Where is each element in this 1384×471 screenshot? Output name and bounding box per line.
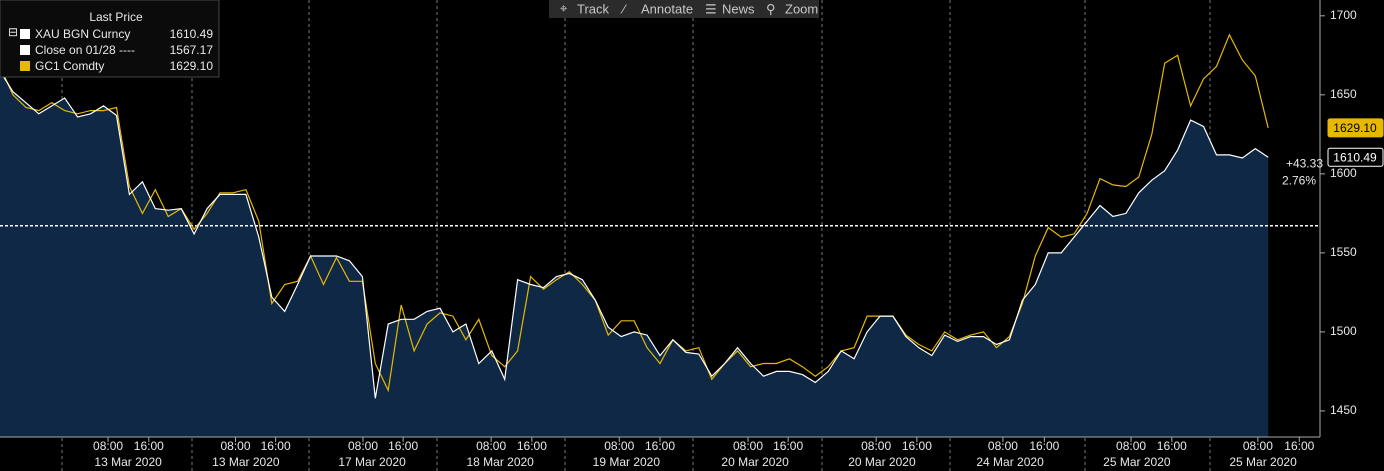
x-tick-label: 08:00 [988,439,1018,453]
toolbar: ⌖ Track ∕ Annotate ☰ News ⚲ Zoom [549,0,819,18]
x-tick-label: 08:00 [476,439,506,453]
legend: Last Price ⊟ XAU BGN Curncy 1610.49 Clos… [0,0,220,78]
x-tick-label: 16:00 [517,439,547,453]
line [0,33,1269,393]
x-tick-label: 16:00 [388,439,418,453]
change-label: +43.33 [1286,156,1323,170]
legend-label: GC1 Comdty [35,59,104,73]
legend-toggle[interactable]: ⊟ [8,25,18,39]
x-tick-label: 08:00 [93,439,123,453]
date-label: 25 Mar 2020 [1103,455,1171,469]
legend-label: Close on 01/28 ---- [35,43,135,57]
plot-area [0,33,1320,437]
date-label: 19 Mar 2020 [593,455,661,469]
x-tick-label: 08:00 [221,439,251,453]
x-tick-label: 08:00 [604,439,634,453]
zoom-icon: ⚲ [766,1,776,16]
toolbar-button[interactable]: News [722,1,755,16]
y-tick-label: 1500 [1330,324,1357,338]
y-tick-label: 1450 [1330,403,1357,417]
date-label: 13 Mar 2020 [212,455,280,469]
price-tag-label: 1629.10 [1333,121,1377,135]
date-label: 18 Mar 2020 [466,455,534,469]
toolbar-bg [549,0,819,18]
x-tick-label: 16:00 [1029,439,1059,453]
legend-value: 1629.10 [170,59,214,73]
x-tick-label: 08:00 [733,439,763,453]
annotate-icon: ∕ [620,1,627,16]
toolbar-button[interactable]: Track [577,1,610,16]
news-icon: ☰ [705,1,717,16]
y-tick-label: 1550 [1330,245,1357,259]
date-label: 13 Mar 2020 [94,455,162,469]
x-tick-label: 16:00 [1284,439,1314,453]
x-tick-label: 16:00 [902,439,932,453]
change-label: 2.76% [1282,173,1316,187]
line [0,70,1269,399]
legend-swatch [20,29,30,39]
track-icon: ⌖ [560,0,568,15]
y-tick-label: 1700 [1330,8,1357,22]
toolbar-button[interactable]: Annotate [641,1,693,16]
y-tick-label: 1650 [1330,87,1357,101]
area [0,71,1269,437]
legend-value: 1567.17 [170,43,214,57]
legend-value: 1610.49 [170,27,214,41]
date-label: 24 Mar 2020 [976,455,1044,469]
x-tick-label: 16:00 [645,439,675,453]
price-tag-label: 1610.49 [1333,150,1377,164]
x-tick-label: 16:00 [1157,439,1187,453]
legend-title: Last Price [89,10,143,24]
date-label: 17 Mar 2020 [338,455,406,469]
legend-swatch [20,61,30,71]
date-label: 20 Mar 2020 [848,455,916,469]
x-tick-label: 08:00 [1116,439,1146,453]
price-tag [1327,118,1384,138]
y-tick-label: 1600 [1330,166,1357,180]
x-tick-label: 08:00 [348,439,378,453]
x-tick-label: 16:00 [134,439,164,453]
legend-label: XAU BGN Curncy [35,27,130,41]
x-tick-label: 08:00 [861,439,891,453]
toolbar-button[interactable]: Zoom [785,1,818,16]
price-tag [1327,147,1384,167]
legend-swatch [20,45,30,55]
x-tick-label: 16:00 [773,439,803,453]
x-tick-label: 16:00 [261,439,291,453]
date-label: 25 Mar 2020 [1229,455,1297,469]
date-label: 20 Mar 2020 [721,455,789,469]
legend-bg [0,0,220,78]
x-tick-label: 08:00 [1243,439,1273,453]
